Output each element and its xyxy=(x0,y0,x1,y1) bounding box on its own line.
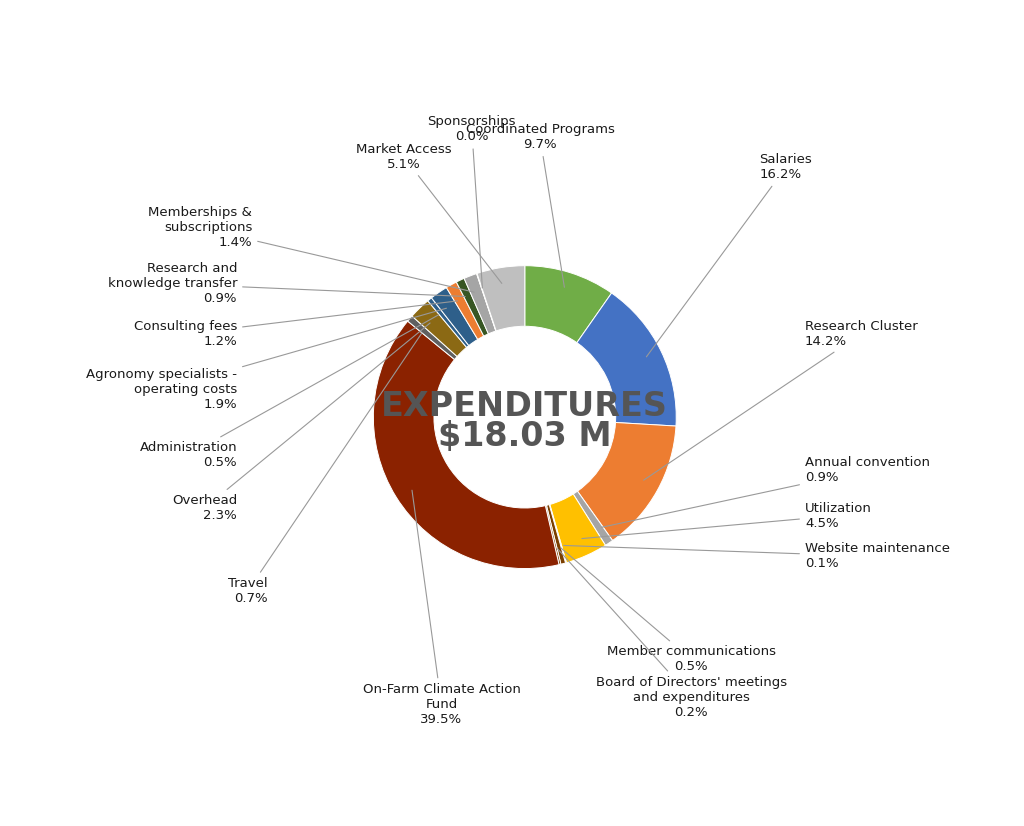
Wedge shape xyxy=(547,505,565,564)
Wedge shape xyxy=(577,293,676,426)
Wedge shape xyxy=(428,298,469,348)
Text: Travel
0.7%: Travel 0.7% xyxy=(227,333,422,605)
Wedge shape xyxy=(446,282,483,339)
Wedge shape xyxy=(477,266,524,331)
Text: Board of Directors' meetings
and expenditures
0.2%: Board of Directors' meetings and expendi… xyxy=(558,548,786,719)
Text: Market Access
5.1%: Market Access 5.1% xyxy=(356,143,502,283)
Text: On-Farm Climate Action
Fund
39.5%: On-Farm Climate Action Fund 39.5% xyxy=(362,490,520,726)
Text: Research and
knowledge transfer
0.9%: Research and knowledge transfer 0.9% xyxy=(108,263,465,306)
Text: Research Cluster
14.2%: Research Cluster 14.2% xyxy=(644,320,918,480)
Text: Member communications
0.5%: Member communications 0.5% xyxy=(561,548,776,673)
Text: EXPENDITURES: EXPENDITURES xyxy=(381,390,669,423)
Text: Salaries
16.2%: Salaries 16.2% xyxy=(646,154,812,357)
Wedge shape xyxy=(549,505,566,563)
Wedge shape xyxy=(578,422,676,540)
Text: Sponsorships
0.0%: Sponsorships 0.0% xyxy=(428,116,516,288)
Text: Website maintenance
0.1%: Website maintenance 0.1% xyxy=(564,543,950,571)
Text: Agronomy specialists -
operating costs
1.9%: Agronomy specialists - operating costs 1… xyxy=(86,308,446,411)
Wedge shape xyxy=(476,273,497,331)
Text: Coordinated Programs
9.7%: Coordinated Programs 9.7% xyxy=(466,123,614,287)
Wedge shape xyxy=(546,506,561,565)
Text: Annual convention
0.9%: Annual convention 0.9% xyxy=(602,456,930,527)
Text: Utilization
4.5%: Utilization 4.5% xyxy=(582,501,871,539)
Wedge shape xyxy=(431,287,478,345)
Wedge shape xyxy=(457,278,488,336)
Text: Consulting fees
1.2%: Consulting fees 1.2% xyxy=(134,301,458,348)
Wedge shape xyxy=(412,301,467,357)
Text: $18.03 M: $18.03 M xyxy=(438,420,611,453)
Wedge shape xyxy=(408,316,457,359)
Wedge shape xyxy=(374,321,559,568)
Wedge shape xyxy=(524,266,611,343)
Text: Administration
0.5%: Administration 0.5% xyxy=(139,315,438,469)
Wedge shape xyxy=(550,494,605,563)
Text: Overhead
2.3%: Overhead 2.3% xyxy=(172,323,430,522)
Wedge shape xyxy=(573,491,612,545)
Text: Memberships &
subscriptions
1.4%: Memberships & subscriptions 1.4% xyxy=(148,206,474,292)
Wedge shape xyxy=(464,273,496,334)
